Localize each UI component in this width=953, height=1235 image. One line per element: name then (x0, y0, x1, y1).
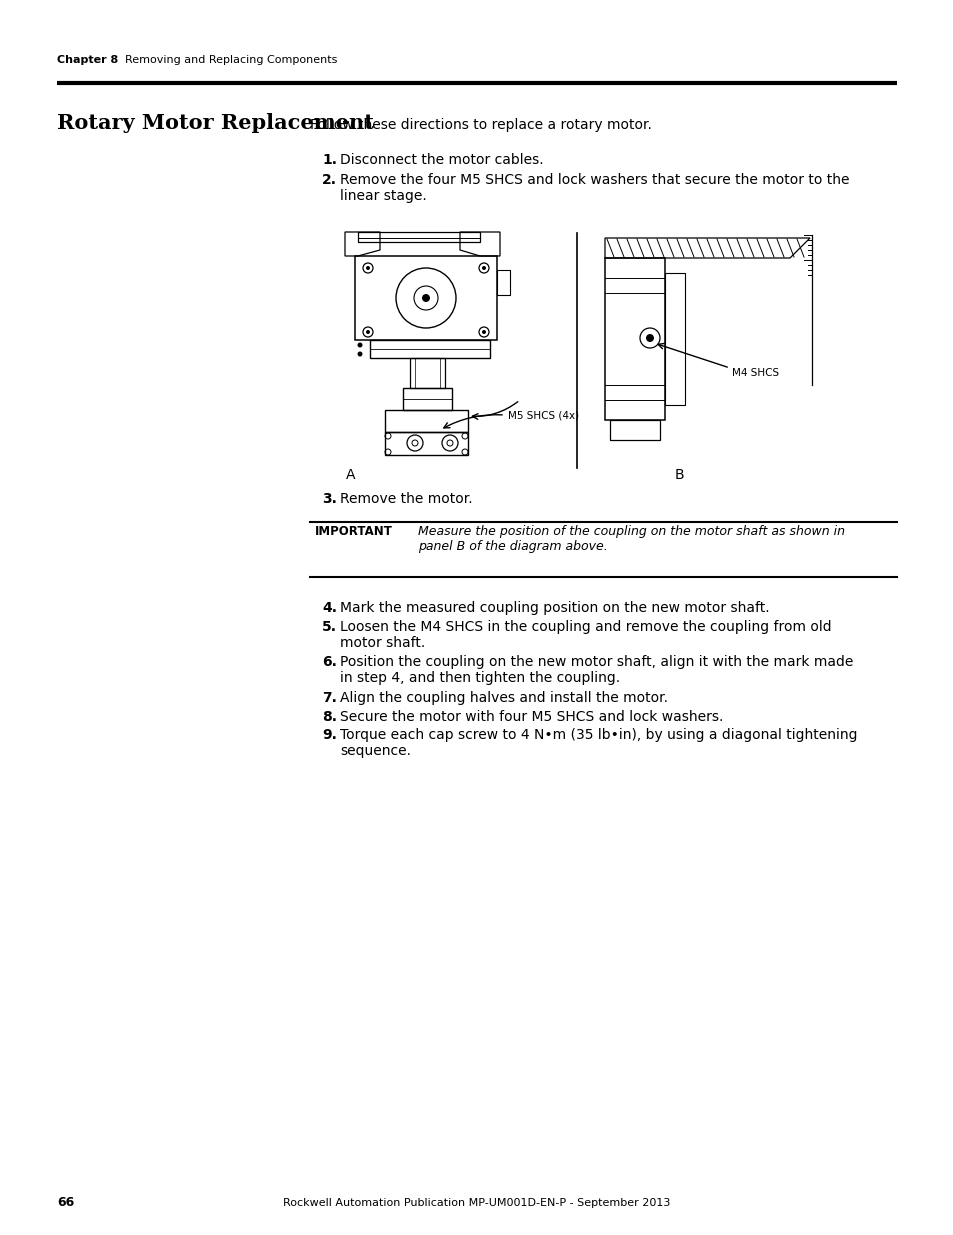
Text: Remove the four M5 SHCS and lock washers that secure the motor to the
linear sta: Remove the four M5 SHCS and lock washers… (339, 173, 848, 204)
Text: Torque each cap screw to 4 N•m (35 lb•in), by using a diagonal tightening
sequen: Torque each cap screw to 4 N•m (35 lb•in… (339, 727, 857, 758)
Text: 66: 66 (57, 1197, 74, 1209)
Circle shape (366, 330, 370, 333)
Text: Secure the motor with four M5 SHCS and lock washers.: Secure the motor with four M5 SHCS and l… (339, 710, 722, 724)
Text: Measure the position of the coupling on the motor shaft as shown in
panel B of t: Measure the position of the coupling on … (417, 525, 844, 553)
Text: 4.: 4. (322, 601, 336, 615)
Text: B: B (675, 468, 684, 482)
Circle shape (421, 294, 430, 303)
Text: A: A (346, 468, 355, 482)
Circle shape (357, 342, 362, 347)
Text: M4 SHCS: M4 SHCS (731, 368, 779, 378)
Text: Removing and Replacing Components: Removing and Replacing Components (125, 56, 337, 65)
Text: 3.: 3. (322, 492, 336, 506)
Circle shape (357, 352, 362, 357)
Text: Rotary Motor Replacement: Rotary Motor Replacement (57, 112, 374, 133)
Text: 8.: 8. (322, 710, 336, 724)
Circle shape (366, 266, 370, 270)
Circle shape (481, 266, 485, 270)
Text: M5 SHCS (4x): M5 SHCS (4x) (507, 410, 578, 420)
Text: IMPORTANT: IMPORTANT (314, 525, 393, 538)
Text: 1.: 1. (322, 153, 336, 167)
Text: Remove the motor.: Remove the motor. (339, 492, 472, 506)
Text: 7.: 7. (322, 692, 336, 705)
Text: Rockwell Automation Publication MP-UM001D-EN-P - September 2013: Rockwell Automation Publication MP-UM001… (283, 1198, 670, 1208)
Text: 2.: 2. (322, 173, 336, 186)
Text: Disconnect the motor cables.: Disconnect the motor cables. (339, 153, 543, 167)
Text: Align the coupling halves and install the motor.: Align the coupling halves and install th… (339, 692, 667, 705)
Text: 6.: 6. (322, 655, 336, 669)
Circle shape (481, 330, 485, 333)
Text: Position the coupling on the new motor shaft, align it with the mark made
in ste: Position the coupling on the new motor s… (339, 655, 853, 685)
Text: 9.: 9. (322, 727, 336, 742)
Text: Follow these directions to replace a rotary motor.: Follow these directions to replace a rot… (310, 119, 651, 132)
Circle shape (645, 333, 654, 342)
Text: Mark the measured coupling position on the new motor shaft.: Mark the measured coupling position on t… (339, 601, 769, 615)
Text: 5.: 5. (322, 620, 336, 634)
Text: Chapter 8: Chapter 8 (57, 56, 118, 65)
Text: Loosen the M4 SHCS in the coupling and remove the coupling from old
motor shaft.: Loosen the M4 SHCS in the coupling and r… (339, 620, 831, 650)
